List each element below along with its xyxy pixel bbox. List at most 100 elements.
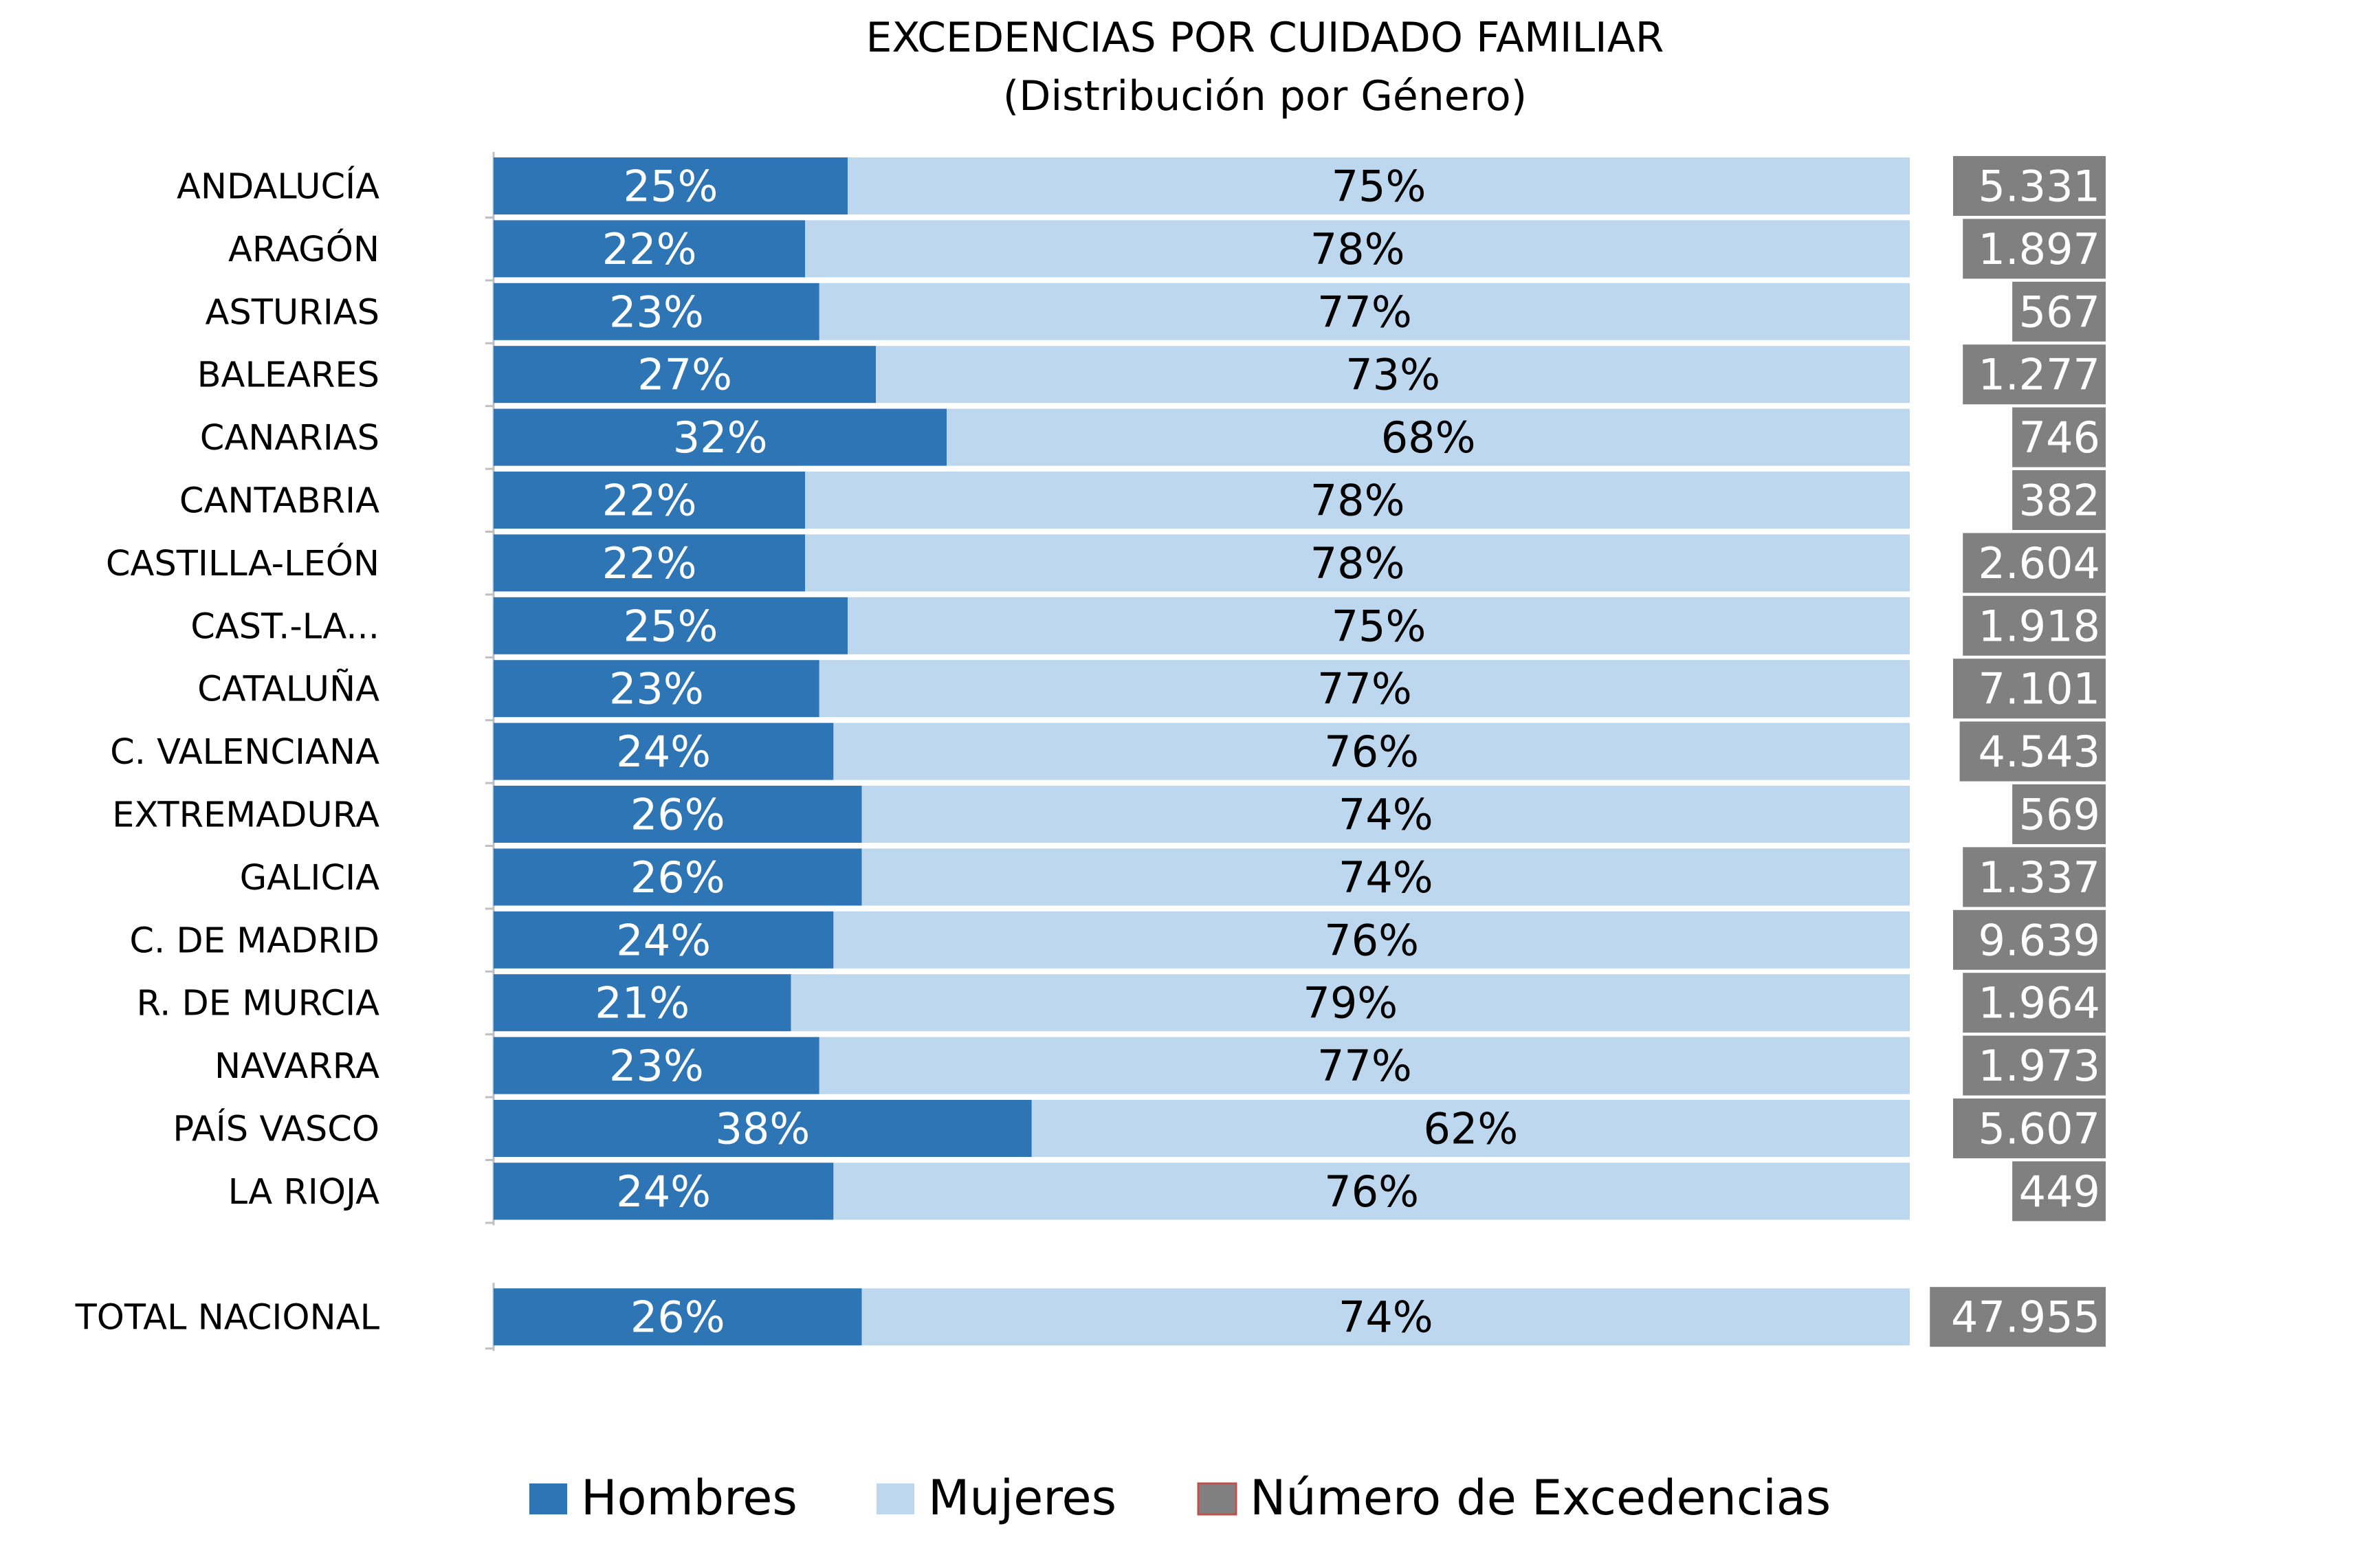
data-label-mujeres: 62% — [1423, 1104, 1518, 1154]
data-label-hombres: 22% — [602, 476, 697, 526]
data-label-hombres: 26% — [630, 1292, 725, 1343]
bar-hombres — [494, 1100, 1032, 1157]
data-label-mujeres: 74% — [1338, 1292, 1433, 1343]
bar-mujeres — [819, 660, 1910, 718]
bar-excedencias — [1963, 1035, 2106, 1096]
data-label-mujeres: 78% — [1310, 476, 1405, 526]
axis-layer — [485, 152, 495, 1351]
category-label: ANDALUCÍA — [177, 166, 379, 208]
bar-mujeres — [861, 786, 1910, 843]
bar-hombres — [494, 786, 862, 843]
data-label-mujeres: 75% — [1332, 162, 1426, 212]
bar-mujeres — [1031, 1100, 1910, 1157]
bar-excedencias — [1963, 344, 2106, 405]
bar-mujeres — [848, 157, 1910, 214]
data-label-mujeres: 68% — [1381, 412, 1476, 463]
bar-excedencias — [1953, 659, 2106, 719]
bar-excedencias — [1953, 909, 2106, 970]
data-label-mujeres: 76% — [1324, 727, 1419, 777]
bar-mujeres — [791, 974, 1910, 1032]
bar-excedencias — [2012, 470, 2106, 530]
data-label-hombres: 38% — [715, 1104, 810, 1154]
data-label-mujeres: 73% — [1345, 350, 1440, 400]
legend-label: Número de Excedencias — [1250, 1470, 1831, 1526]
data-label-excedencias: 1.277 — [1979, 350, 2101, 400]
data-label-hombres: 25% — [624, 601, 718, 651]
bars-layer — [494, 156, 2106, 1347]
category-label: CATALUÑA — [197, 668, 379, 710]
data-label-excedencias: 1.918 — [1979, 601, 2101, 651]
bar-excedencias — [1930, 1287, 2106, 1347]
bar-hombres — [494, 722, 834, 780]
data-label-mujeres: 77% — [1317, 1041, 1412, 1091]
data-label-mujeres: 77% — [1317, 287, 1412, 337]
bar-excedencias — [1963, 595, 2106, 656]
bar-hombres — [494, 408, 947, 466]
data-label-hombres: 26% — [630, 790, 725, 840]
data-label-mujeres: 77% — [1317, 664, 1412, 714]
bar-hombres — [494, 1162, 834, 1220]
data-label-mujeres: 78% — [1310, 224, 1405, 274]
bar-hombres — [494, 472, 806, 529]
data-label-excedencias: 1.973 — [1979, 1041, 2101, 1091]
bar-excedencias — [1953, 156, 2106, 216]
labels-layer: ANDALUCÍA 25% 75% 5.331 ARAGÓN 22% 78% 1.897 AST… — [75, 162, 2100, 1343]
category-label: TOTAL NACIONAL — [75, 1298, 380, 1338]
data-label-mujeres: 76% — [1324, 915, 1419, 965]
legend-item-mujeres: Mujeres — [877, 1470, 1116, 1526]
data-label-hombres: 24% — [616, 1167, 711, 1217]
category-label: BALEARES — [197, 355, 379, 396]
category-label: EXTREMADURA — [112, 795, 379, 836]
data-label-excedencias: 1.337 — [1979, 852, 2101, 903]
bar-excedencias — [1963, 219, 2106, 279]
data-label-excedencias: 1.897 — [1979, 224, 2101, 274]
bar-mujeres — [805, 472, 1910, 529]
data-label-hombres: 23% — [609, 664, 704, 714]
bar-mujeres — [819, 1037, 1910, 1094]
bar-hombres — [494, 346, 877, 404]
bar-excedencias — [1959, 721, 2106, 782]
bar-excedencias — [2012, 407, 2106, 467]
legend-swatch — [877, 1483, 914, 1514]
bar-hombres — [494, 157, 848, 214]
bar-excedencias — [2012, 1161, 2106, 1222]
bar-hombres — [494, 1288, 862, 1346]
data-label-hombres: 24% — [616, 727, 711, 777]
category-label: R. DE MURCIA — [136, 984, 379, 1024]
bar-excedencias — [1963, 847, 2106, 907]
bar-excedencias — [2012, 784, 2106, 844]
data-label-excedencias: 5.331 — [1979, 162, 2101, 212]
data-label-excedencias: 2.604 — [1979, 538, 2101, 588]
bar-mujeres — [805, 220, 1910, 278]
data-label-excedencias: 9.639 — [1979, 915, 2101, 965]
legend-label: Mujeres — [928, 1470, 1116, 1526]
data-label-mujeres: 79% — [1303, 978, 1398, 1028]
category-label: PAÍS VASCO — [173, 1108, 379, 1150]
data-label-mujeres: 74% — [1338, 790, 1433, 840]
bar-hombres — [494, 597, 848, 654]
data-label-excedencias: 5.607 — [1979, 1104, 2101, 1154]
category-label: CASTILLA-LEÓN — [106, 542, 379, 584]
data-label-hombres: 24% — [616, 915, 711, 965]
category-label: C. DE MADRID — [129, 920, 379, 961]
data-label-hombres: 32% — [673, 412, 768, 463]
bar-hombres — [494, 220, 806, 278]
bar-excedencias — [2012, 281, 2106, 342]
data-label-mujeres: 75% — [1332, 601, 1426, 651]
category-label: CANARIAS — [200, 418, 379, 459]
legend-label: Hombres — [581, 1470, 797, 1526]
bar-mujeres — [833, 1162, 1910, 1220]
data-label-excedencias: 47.955 — [1951, 1292, 2100, 1343]
legend-swatch — [529, 1483, 567, 1514]
data-label-excedencias: 382 — [2019, 476, 2100, 526]
bar-hombres — [494, 848, 862, 906]
data-label-excedencias: 569 — [2019, 790, 2100, 840]
bar-mujeres — [819, 283, 1910, 340]
chart-title: EXCEDENCIAS POR CUIDADO FAMILIAR — [866, 14, 1664, 62]
data-label-excedencias: 449 — [2019, 1167, 2100, 1217]
legend-item-excedencias: Número de Excedencias — [1197, 1470, 1831, 1526]
bar-hombres — [494, 534, 806, 592]
data-label-hombres: 26% — [630, 852, 725, 903]
category-label: LA RIOJA — [228, 1172, 379, 1213]
bar-mujeres — [805, 534, 1910, 592]
